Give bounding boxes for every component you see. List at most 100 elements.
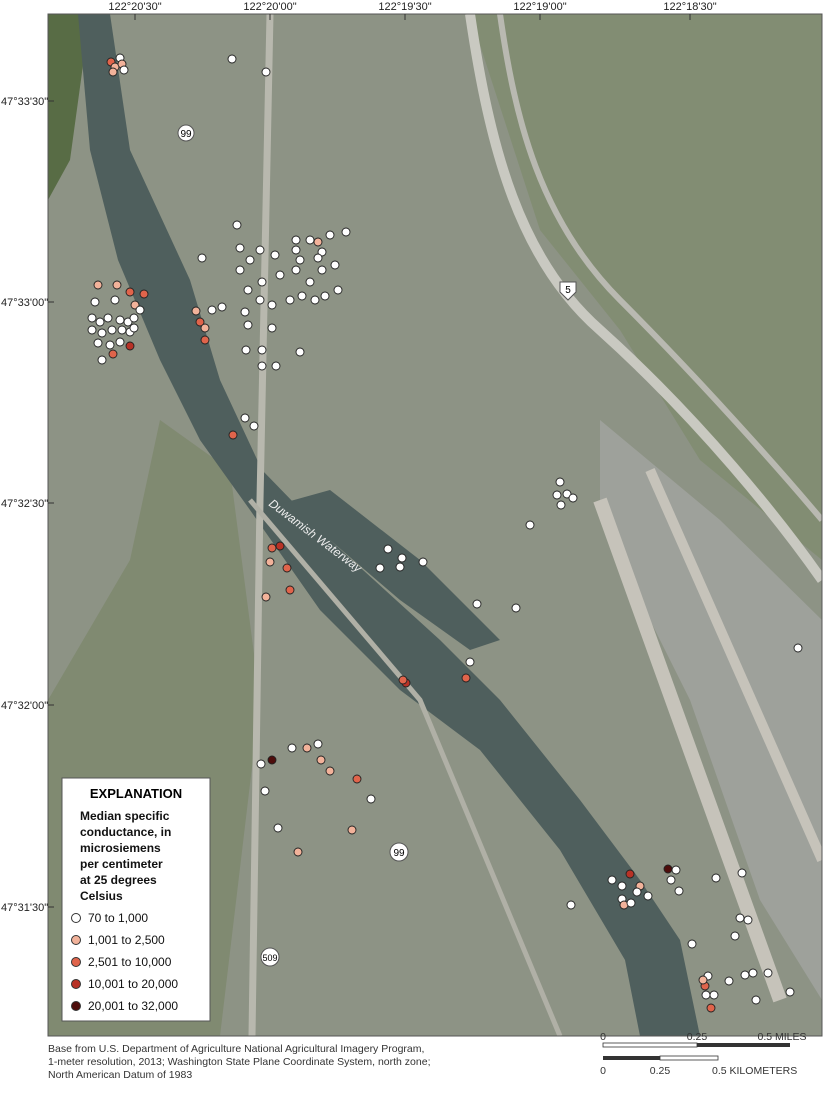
sample-site <box>267 543 277 553</box>
sample-site <box>240 413 250 423</box>
sample-site <box>275 541 285 551</box>
interstate-shield <box>559 281 577 301</box>
sample-site <box>626 898 636 908</box>
sample-site <box>291 265 301 275</box>
scale-segment <box>602 1042 698 1048</box>
sample-site <box>724 976 734 986</box>
sample-site <box>256 759 266 769</box>
sample-site <box>191 306 201 316</box>
legend-subtitle: Celsius <box>80 889 123 903</box>
legend-subtitle: at 25 degrees <box>80 873 157 887</box>
sample-site <box>207 305 217 315</box>
sample-site <box>302 743 312 753</box>
sample-site <box>607 875 617 885</box>
sample-site <box>129 323 139 333</box>
sample-sites <box>87 53 803 1013</box>
sample-site <box>271 361 281 371</box>
sample-site <box>461 673 471 683</box>
sample-site <box>297 291 307 301</box>
sample-site <box>317 247 327 257</box>
legend-box <box>61 777 211 1022</box>
sample-site <box>90 297 100 307</box>
sample-site <box>255 295 265 305</box>
sample-site <box>751 995 761 1005</box>
sample-site <box>556 500 566 510</box>
coordinate-labels: 122°20'30" 122°20'00" 122°19'30" 122°19'00"… <box>1 1 717 914</box>
sample-site <box>313 237 323 247</box>
legend-subtitle: conductance, in <box>80 825 171 839</box>
sample-site <box>285 295 295 305</box>
sample-site <box>267 323 277 333</box>
sample-site <box>562 489 572 499</box>
sample-site <box>663 864 673 874</box>
credit-line: Base from U.S. Department of Agriculture… <box>48 1043 424 1055</box>
sample-site <box>117 325 127 335</box>
sample-site <box>227 54 237 64</box>
sample-site <box>785 987 795 997</box>
legend-title: EXPLANATION <box>90 786 182 801</box>
sample-site <box>706 1003 716 1013</box>
sample-site <box>330 260 340 270</box>
sample-site <box>235 243 245 253</box>
sample-site <box>397 553 407 563</box>
sample-site <box>285 585 295 595</box>
sample-site <box>398 675 408 685</box>
sample-site <box>793 643 803 653</box>
sample-site <box>293 847 303 857</box>
sample-site <box>243 285 253 295</box>
sample-site <box>735 913 745 923</box>
legend-label: 20,001 to 32,000 <box>88 999 178 1013</box>
scale-label: 0.5 KILOMETERS <box>712 1065 797 1077</box>
sample-site <box>325 230 335 240</box>
sample-site <box>115 337 125 347</box>
sample-site <box>643 891 653 901</box>
scale-segment <box>603 1056 660 1060</box>
sample-site <box>265 557 275 567</box>
sample-site <box>257 277 267 287</box>
scale-segment <box>659 1055 719 1061</box>
legend-label: 2,501 to 10,000 <box>88 955 172 969</box>
sample-site <box>666 875 676 885</box>
sample-site <box>418 557 428 567</box>
sample-site <box>257 345 267 355</box>
sample-site <box>261 67 271 77</box>
sample-site <box>139 289 149 299</box>
sample-site <box>119 65 129 75</box>
sample-site <box>555 477 565 487</box>
sample-site <box>87 325 97 335</box>
sample-site <box>305 235 315 245</box>
sample-site <box>291 235 301 245</box>
route-shield <box>389 842 409 862</box>
sample-site <box>125 341 135 351</box>
sample-site <box>730 931 740 941</box>
sample-site <box>347 825 357 835</box>
sample-site <box>235 265 245 275</box>
sample-site <box>129 313 139 323</box>
scale-bar: 0 0.25 0.5 MILES 0 0.25 0.5 KILOMETERS <box>600 1031 806 1077</box>
sample-site <box>698 975 708 985</box>
sample-site <box>291 245 301 255</box>
longitude-label: 122°19'00" <box>513 1 566 13</box>
legend-label: 1,001 to 2,500 <box>88 933 165 947</box>
sample-site <box>625 869 635 879</box>
sample-site <box>287 743 297 753</box>
latitude-label: 47°32'00" <box>1 700 48 712</box>
sample-site <box>701 990 711 1000</box>
sample-site <box>110 295 120 305</box>
sample-site <box>341 227 351 237</box>
sample-site <box>93 280 103 290</box>
legend-subtitle: microsiemens <box>80 841 161 855</box>
sample-site <box>282 563 292 573</box>
sample-site <box>112 280 122 290</box>
sample-site <box>107 325 117 335</box>
route-label: 5 <box>565 285 571 296</box>
sample-site <box>295 255 305 265</box>
sample-site <box>310 295 320 305</box>
sample-site <box>273 823 283 833</box>
sample-site <box>103 313 113 323</box>
sample-site <box>108 349 118 359</box>
sample-site <box>295 347 305 357</box>
sample-site <box>366 794 376 804</box>
sample-site <box>197 253 207 263</box>
legend-symbol <box>71 979 81 989</box>
